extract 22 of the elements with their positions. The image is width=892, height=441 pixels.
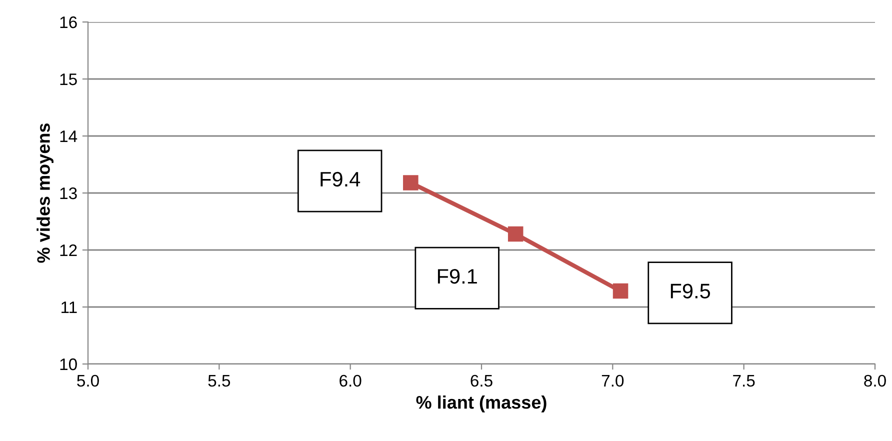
point xyxy=(403,175,418,190)
x-tick-label: 7.5 xyxy=(733,375,755,387)
annotation: F9.1 xyxy=(438,269,477,284)
y-tick-label: 11 xyxy=(62,302,77,314)
y-tick-label: 14 xyxy=(60,130,78,142)
y-tick-label: 15 xyxy=(60,74,77,86)
x-tick-label: 6.5 xyxy=(470,374,492,387)
x-tick-label: 5.0 xyxy=(77,374,99,387)
y-tick-label: 12 xyxy=(60,244,77,256)
y-tick-label: 10 xyxy=(60,358,77,370)
x-axis-title: % liant (masse) xyxy=(416,396,546,412)
y-axis-title: % vides moyens xyxy=(36,123,54,263)
y-tick-label: 13 xyxy=(60,187,77,200)
x-tick-label: 6.0 xyxy=(340,374,362,387)
annotation: F9.4 xyxy=(320,172,360,187)
point xyxy=(508,226,524,242)
x-tick-label: 8.0 xyxy=(864,374,886,387)
y-tick-label: 16 xyxy=(60,16,77,28)
x-tick-label: 7.0 xyxy=(602,374,624,387)
x-tick-label: 5.5 xyxy=(208,375,230,387)
annotation: F9.5 xyxy=(670,284,710,298)
point xyxy=(612,283,628,299)
